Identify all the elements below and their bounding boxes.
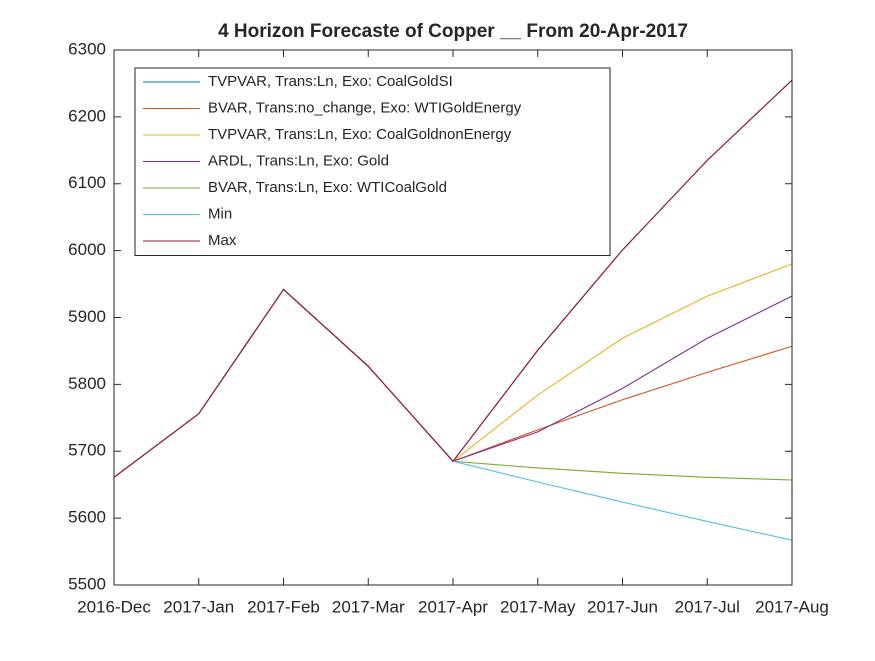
x-tick-label: 2017-Jul: [675, 597, 740, 616]
series-line: [113, 79, 793, 478]
legend-label: TVPVAR, Trans:Ln, Exo: CoalGoldSI: [208, 73, 453, 90]
chart-title: 4 Horizon Forecaste of Copper __ From 20…: [218, 21, 688, 42]
y-tick-label: 6300: [68, 39, 106, 58]
x-tick-label: 2017-Jun: [587, 597, 658, 616]
y-tick-label: 6000: [68, 240, 106, 259]
x-tick-label: 2017-May: [500, 597, 576, 616]
x-tick-label: 2017-Feb: [247, 597, 320, 616]
y-tick-label: 5900: [68, 307, 106, 326]
legend-box: [134, 67, 611, 256]
x-tick-label: 2017-Jan: [163, 597, 234, 616]
y-tick-label: 6200: [68, 106, 106, 125]
y-tick-label: 6100: [68, 173, 106, 192]
y-tick-label: 5700: [68, 441, 106, 460]
y-tick-label: 5600: [68, 508, 106, 527]
y-tick-label: 5500: [68, 574, 106, 593]
legend-label: Max: [208, 232, 237, 249]
legend-label: BVAR, Trans:no_change, Exo: WTIGoldEnerg…: [208, 99, 522, 116]
x-tick-label: 2017-Aug: [755, 597, 829, 616]
legend-label: TVPVAR, Trans:Ln, Exo: CoalGoldnonEnergy: [208, 126, 512, 143]
y-tick-label: 5800: [68, 374, 106, 393]
legend-label: Min: [208, 205, 232, 222]
x-tick-label: 2017-Apr: [418, 597, 488, 616]
axes-box: [113, 49, 793, 586]
x-tick-label: 2016-Dec: [77, 597, 151, 616]
legend-label: BVAR, Trans:Ln, Exo: WTICoalGold: [208, 179, 447, 196]
legend-label: ARDL, Trans:Ln, Exo: Gold: [208, 152, 389, 169]
x-tick-label: 2017-Mar: [332, 597, 405, 616]
